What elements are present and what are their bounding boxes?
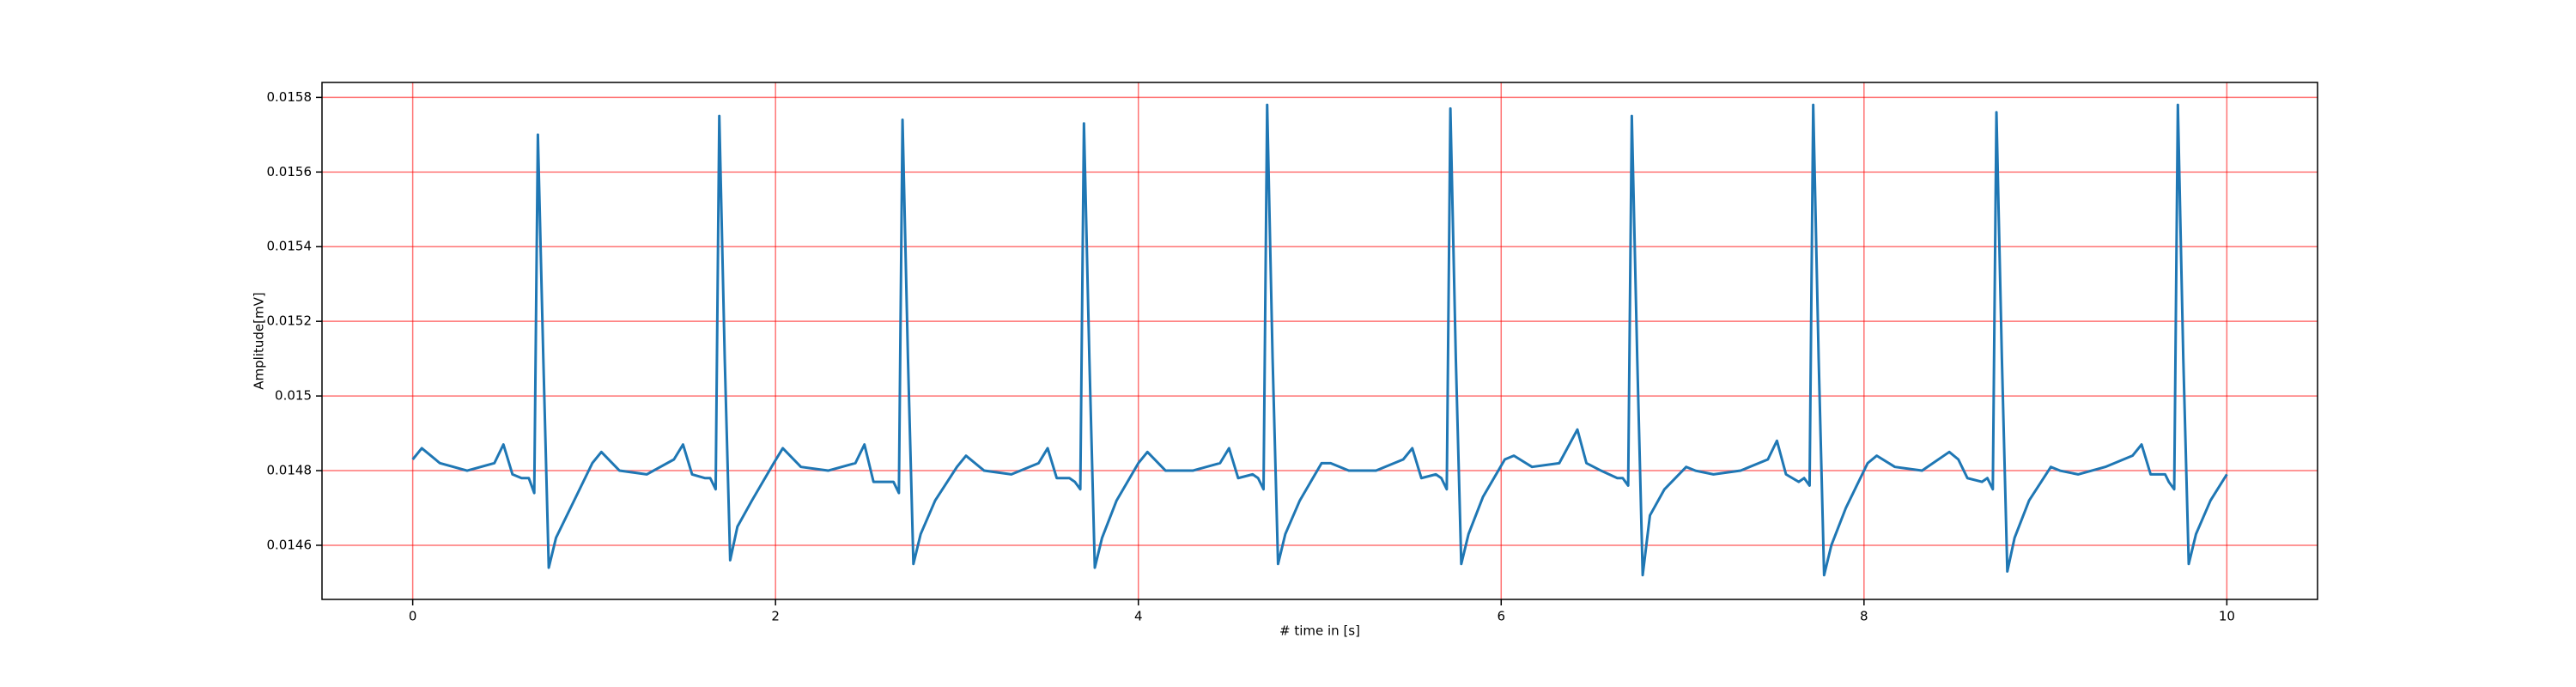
y-tick-label: 0.0152 — [267, 313, 313, 329]
x-tick-label: 2 — [771, 609, 780, 624]
y-tick-label: 0.0154 — [267, 239, 313, 254]
x-tick-label: 6 — [1497, 609, 1505, 624]
x-tick-label: 0 — [409, 609, 417, 624]
signal-line — [411, 103, 2228, 577]
x-axis-label: # time in [s] — [1279, 623, 1360, 639]
y-tick-label: 0.0146 — [267, 537, 313, 552]
plot-area — [322, 82, 2318, 599]
axes-frame — [321, 82, 2318, 600]
y-tick-label: 0.015 — [275, 388, 312, 404]
y-tick-label: 0.0158 — [267, 89, 313, 105]
x-tick-label: 8 — [1860, 609, 1868, 624]
x-tick-label: 10 — [2219, 609, 2235, 624]
y-tick-label: 0.0148 — [267, 463, 313, 478]
y-axis-label: Amplitude[mV] — [252, 292, 267, 389]
x-tick-label: 4 — [1134, 609, 1143, 624]
y-tick-label: 0.0156 — [267, 164, 313, 179]
